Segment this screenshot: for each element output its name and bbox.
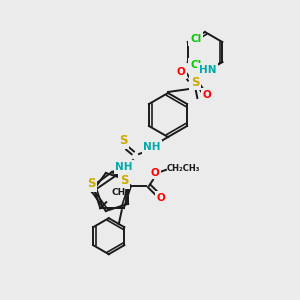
Text: O: O: [177, 67, 186, 77]
Text: NH: NH: [115, 162, 133, 172]
Text: Cl: Cl: [190, 34, 201, 44]
Text: NH: NH: [143, 142, 161, 152]
Text: O: O: [203, 90, 212, 100]
Text: Cl: Cl: [190, 60, 201, 70]
Text: HN: HN: [199, 65, 216, 75]
Text: O: O: [157, 193, 165, 203]
Text: CH₃: CH₃: [111, 188, 130, 197]
Text: S: S: [87, 177, 95, 190]
Text: S: S: [191, 76, 200, 88]
Text: CH₂CH₃: CH₂CH₃: [167, 164, 200, 173]
Text: S: S: [119, 134, 127, 148]
Text: S: S: [120, 174, 128, 187]
Text: O: O: [151, 168, 159, 178]
